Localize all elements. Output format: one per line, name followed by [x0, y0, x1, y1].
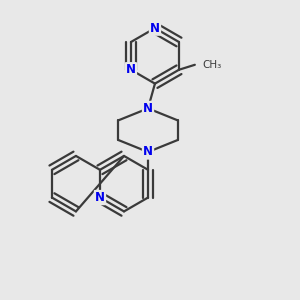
Text: N: N: [143, 146, 153, 158]
Text: CH₃: CH₃: [203, 60, 222, 70]
Text: N: N: [150, 22, 160, 34]
Text: N: N: [143, 102, 153, 115]
Text: N: N: [95, 191, 105, 204]
Text: N: N: [126, 63, 136, 76]
